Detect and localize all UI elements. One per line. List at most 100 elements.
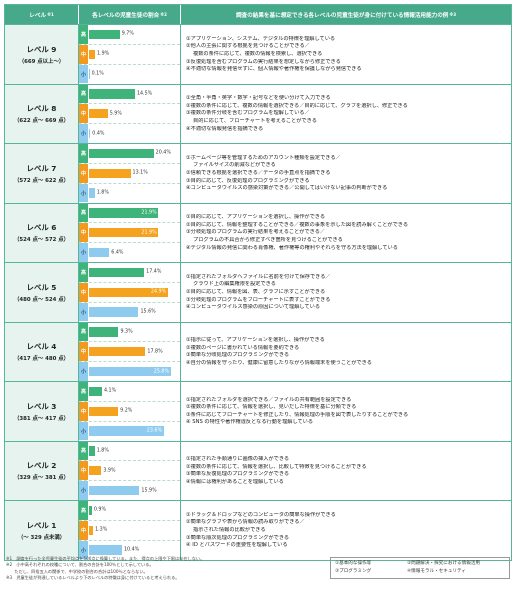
level-cell: レベル 8 （622 点〜 669 点） <box>5 84 79 143</box>
level-cell: レベル 7 （572 点〜 622 点） <box>5 144 79 203</box>
level-score-range: （524 点〜 572 点） <box>13 237 70 244</box>
skill-example: ①指定されたフォルダを選択できる／ファイルの共有範囲を設定できる <box>186 396 352 403</box>
percentage-label: 25.8% <box>153 369 170 375</box>
bar-plot: 14.5% <box>88 85 175 104</box>
school-bar-row: 小 0.1% <box>79 63 180 84</box>
skill-cell: ①アプリケーション、システム、デジタルの特徴を理解している ②他人の主張に関する根… <box>181 25 511 84</box>
school-bar-row: 中 5.9% <box>79 103 180 124</box>
percentage-label: 5.9% <box>109 111 122 117</box>
school-type-tag: 中 <box>79 163 88 183</box>
level-score-range: （〜 329 点未満） <box>17 534 66 541</box>
school-type-tag: 高 <box>79 263 88 282</box>
percentage-bar <box>89 525 94 535</box>
school-type-tag: 小 <box>79 302 88 322</box>
school-type-tag: 中 <box>79 520 88 540</box>
proficiency-table: レベル ※1 各レベルの児童生徒の割合 ※2 調査の結果を基に想定できる各レベルの児… <box>4 4 512 561</box>
legend-item: ③プログラミング <box>335 569 372 574</box>
bar-plot: 5.9% <box>88 104 175 123</box>
skill-cell: ①指定されたフォルダを選択できる／ファイルの共有範囲を設定できる ②複数の条件に応… <box>181 382 511 441</box>
school-bar-row: 中 1.3% <box>79 519 180 540</box>
ratio-cell: 高 14.5% 中 5.9% 小 0.4% <box>79 84 181 143</box>
bar-plot: 0.1% <box>88 65 175 84</box>
school-type-tag: 小 <box>79 421 88 441</box>
level-name: レベル 6 <box>26 223 57 233</box>
school-type-tag: 高 <box>79 322 88 342</box>
header-ratio-note: ※2 <box>160 12 167 17</box>
skill-cell: ①全角・半角・英字・数字・記号などを使い分けて入力できる ②複数の条件に応じて、複… <box>181 85 511 144</box>
skill-example: 複数の条件に応じて、複数の情報を検索し、選択できる <box>193 50 323 57</box>
percentage-bar <box>89 148 154 159</box>
bar-plot: 15.6% <box>88 303 175 322</box>
school-type-tag: 高 <box>79 501 88 520</box>
skill-example: ③分岐処理のプログラムの実行結果を考えることができる／ <box>186 229 326 236</box>
legend-row: ③プログラミング ④情報モラル・セキュリティ <box>335 568 505 576</box>
level-cell: レベル 6 （524 点〜 572 点） <box>5 203 79 262</box>
header-skill-note: ※3 <box>449 12 457 17</box>
percentage-bar <box>89 69 90 79</box>
header-ratio: 各レベルの児童生徒の割合 ※2 <box>79 5 181 24</box>
skill-example: ②目的に応じて、情報を図、表、グラフに示すことができる <box>186 288 326 295</box>
bar-plot: 17.8% <box>88 342 175 361</box>
skill-example: ①アプリケーション、システム、デジタルの特徴を理解している <box>186 35 336 42</box>
header-ratio-label: 各レベルの児童生徒の割合 <box>92 12 160 19</box>
bar-plot: 21.9% <box>88 204 175 223</box>
level-name: レベル 1 <box>26 520 57 530</box>
school-type-tag: 小 <box>79 64 88 84</box>
percentage-bar <box>89 109 108 119</box>
bar-plot: 4.1% <box>88 382 175 401</box>
percentage-label: 20.4% <box>155 150 171 156</box>
percentage-label: 15.6% <box>140 309 156 315</box>
school-bar-row: 高 14.5% <box>79 84 180 104</box>
school-bar-row: 小 23.6% <box>79 420 180 441</box>
level-name: レベル 5 <box>26 282 57 292</box>
header-skill: 調査の結果を基に想定できる各レベルの児童生徒が身に付けている情報活用能力の例 ※3 <box>181 5 511 24</box>
level-score-range: （572 点〜 622 点） <box>13 177 70 184</box>
percentage-bar <box>89 267 145 278</box>
percentage-bar <box>89 446 95 456</box>
school-type-tag: 高 <box>79 84 88 104</box>
percentage-label: 15.9% <box>141 488 157 494</box>
school-bar-row: 中 1.9% <box>79 43 180 64</box>
level-name: レベル 9 <box>26 44 57 54</box>
school-type-tag: 中 <box>79 104 88 124</box>
bar-plot: 1.3% <box>88 521 175 540</box>
ratio-cell: 高 20.4% 中 13.1% 小 1.8% <box>79 144 181 203</box>
school-type-tag: 小 <box>79 124 88 143</box>
bar-plot: 10.4% <box>88 541 175 560</box>
percentage-bar <box>89 128 91 139</box>
skill-example: ③簡単な順次処理のプログラミングができる <box>186 534 290 541</box>
percentage-label: 9.3% <box>120 329 133 335</box>
bar-plot: 0.4% <box>88 124 175 143</box>
skill-example: ②信頼できる根拠を選択できる／データの手直点を指摘できる <box>186 169 331 176</box>
percentage-bar <box>89 29 120 40</box>
school-bar-row: 小 0.4% <box>79 123 180 143</box>
percentage-bar <box>89 386 102 397</box>
school-bar-row: 高 21.9% <box>79 203 180 223</box>
bar-plot: 3.9% <box>88 461 175 480</box>
skill-example: ①目的に応じて、アプリケーションを選択し、操作ができる <box>186 214 326 221</box>
percentage-bar <box>89 188 95 198</box>
header-level-note: ※1 <box>47 12 54 17</box>
school-bar-row: 小 10.4% <box>79 539 180 560</box>
bar-plot: 0.9% <box>88 501 175 520</box>
percentage-label: 9.7% <box>121 31 134 37</box>
percentage-label: 9.2% <box>120 408 133 414</box>
school-bar-row: 中 9.2% <box>79 400 180 421</box>
footnotes: ※1 調査を行った全児童生徒の平均点を500点に換算している。また、得点の上限や… <box>6 556 326 582</box>
school-type-tag: 小 <box>79 362 88 381</box>
bar-plot: 20.4% <box>88 144 175 163</box>
skill-cell: ①ドラッグ＆ドロップなどのコンピュータの簡単な操作ができる ②簡単なグラフや表から… <box>181 501 511 560</box>
level-row: レベル 1 （〜 329 点未満） 高 0.9% 中 1.3% 小 10.4% ①ドラッグ＆ドロ… <box>5 500 511 560</box>
percentage-bar <box>89 366 171 377</box>
school-type-tag: 小 <box>79 540 88 560</box>
skill-example: ①指示に従って、アプリケーションを選択し、操作ができる <box>186 337 325 344</box>
percentage-bar <box>89 307 139 317</box>
skill-example: ④コンピュータウイルスの感染対策ができる／公開してはいけない記事の判断ができる <box>186 185 388 192</box>
skill-example: ①ホームページ等を管理するためのアカウント種類を設定できる／ <box>186 154 341 161</box>
percentage-bar <box>89 208 159 218</box>
skill-example: ④コンピュータウイルス感染の原因について理解している <box>186 304 321 311</box>
school-type-tag: 高 <box>79 382 88 401</box>
school-type-tag: 中 <box>79 282 88 302</box>
bar-plot: 13.1% <box>88 164 175 183</box>
bar-plot: 15.9% <box>88 481 175 500</box>
